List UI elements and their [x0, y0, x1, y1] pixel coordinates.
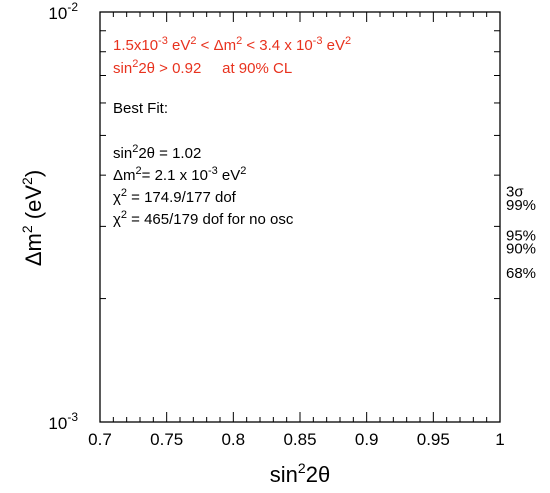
x-axis-title: sin22θ	[270, 460, 330, 487]
best-fit-sin2: sin22θ = 1.02	[113, 143, 201, 162]
no-osc-chi2: χ2 = 465/179 dof for no osc	[113, 209, 294, 228]
contour-label-3sigma: 3σ	[506, 184, 524, 201]
range-sin2-annotation: sin22θ > 0.92 at 90% CL	[113, 58, 292, 77]
x-tick-label: 0.95	[417, 430, 450, 449]
best-fit-heading: Best Fit:	[113, 100, 168, 117]
contour-label-99pct: 99%	[506, 197, 536, 214]
best-fit-dm2: Δm2= 2.1 x 10-3 eV2	[113, 165, 246, 184]
contour-label-68pct: 68%	[506, 265, 536, 282]
x-tick-label: 0.9	[355, 430, 379, 449]
y-axis-title: Δm2 (eV2)	[19, 170, 46, 266]
contour-label-90pct: 90%	[506, 241, 536, 258]
y-tick-label: 10-2	[48, 0, 78, 23]
axis-ticks: 0.7 0.75 0.8 0.85 0.9 0.95 1 10-3 10-2	[48, 0, 504, 449]
x-tick-label: 1	[495, 430, 504, 449]
best-fit-chi2: χ2 = 174.9/177 dof	[113, 187, 237, 206]
range-dm2-annotation: 1.5x10-3 eV2 < Δm2 < 3.4 x 10-3 eV2	[113, 35, 351, 54]
y-tick-label: 10-3	[48, 410, 78, 433]
x-tick-label: 0.8	[221, 430, 245, 449]
x-tick-label: 0.7	[88, 430, 112, 449]
x-tick-label: 0.85	[283, 430, 316, 449]
contour-label-95pct: 95%	[506, 228, 536, 245]
x-tick-label: 0.75	[150, 430, 183, 449]
